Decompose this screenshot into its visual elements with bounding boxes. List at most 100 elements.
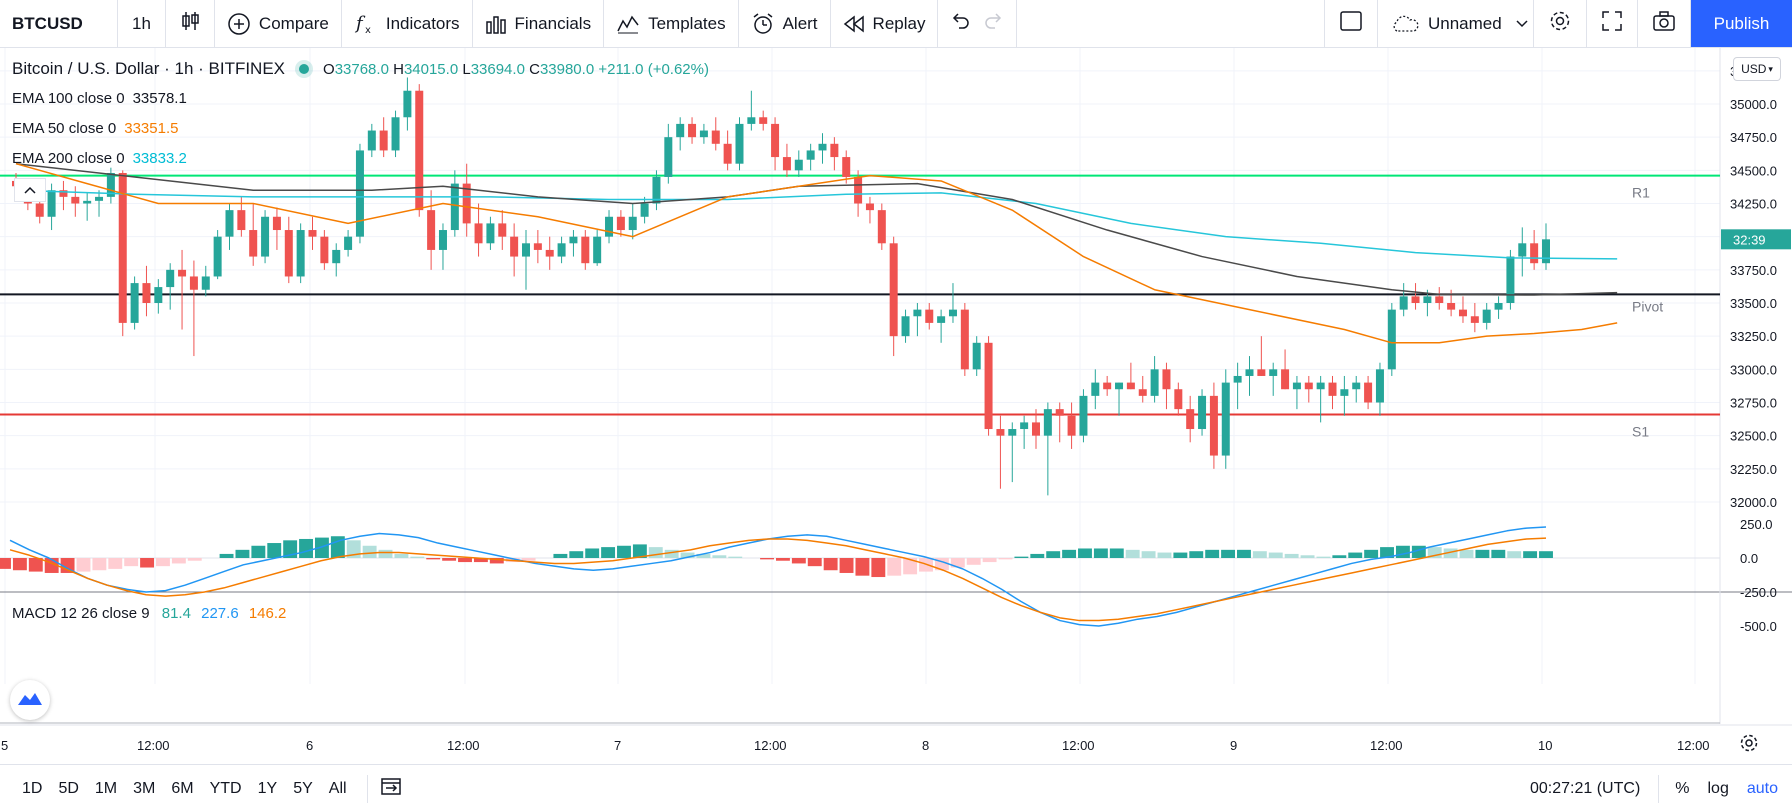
candle-body: [225, 210, 234, 237]
macd-tick-label: 250.0: [1740, 517, 1773, 532]
macd-histogram-bar: [1221, 549, 1236, 558]
financials-button[interactable]: Financials: [473, 0, 605, 47]
candle-body: [154, 287, 163, 303]
ema-50-value: 33351.5: [124, 120, 179, 137]
series-legend: Bitcoin / U.S. Dollar · 1h · BITFINEX O3…: [12, 59, 709, 79]
collapse-legend-button[interactable]: [14, 178, 46, 202]
candle-body: [106, 172, 115, 197]
currency-button[interactable]: USD ▾: [1733, 57, 1781, 81]
chevron-up-icon: [24, 181, 36, 199]
price-chart[interactable]: R1PivotS135250.035000.034750.034500.0342…: [0, 48, 1792, 764]
level-label-r1: R1: [1632, 185, 1650, 201]
candle-body: [1399, 296, 1408, 310]
range-button-all[interactable]: All: [328, 779, 347, 797]
replay-button[interactable]: Replay: [831, 0, 939, 47]
candle-body: [806, 150, 815, 160]
templates-button[interactable]: Templates: [604, 0, 739, 47]
candle-body: [771, 123, 780, 158]
redo-icon[interactable]: [984, 12, 1004, 35]
candle-body: [450, 183, 459, 231]
candle-body: [593, 236, 602, 264]
tradingview-logo-button[interactable]: [10, 680, 50, 720]
candle-body: [794, 159, 803, 171]
date-range-icon[interactable]: [380, 776, 404, 801]
range-button-5y[interactable]: 5Y: [293, 779, 313, 797]
ema-50-legend[interactable]: EMA 50 close 0 33351.5: [12, 120, 178, 137]
candle-body: [308, 230, 317, 237]
candle-body: [1043, 409, 1052, 436]
range-button-1m[interactable]: 1M: [94, 779, 118, 797]
interval-button[interactable]: 1h: [118, 0, 166, 47]
symbol-search[interactable]: BTCUSD: [0, 0, 118, 47]
candle-body: [699, 130, 708, 138]
time-tick-label: 12:00: [754, 738, 787, 753]
macd-histogram-bar: [648, 547, 663, 558]
utc-clock[interactable]: 00:27:21 (UTC): [1530, 779, 1641, 797]
open-label: O: [323, 60, 335, 78]
price-tick-label: 33000.0: [1730, 362, 1777, 377]
candle-body: [676, 123, 685, 138]
chart-style-button[interactable]: [166, 0, 215, 47]
candle-body: [522, 243, 530, 257]
undo-icon[interactable]: [950, 12, 970, 35]
candle-body: [189, 276, 198, 290]
range-button-3m[interactable]: 3M: [133, 779, 156, 797]
macd-histogram-bar: [1237, 549, 1251, 558]
candle-body: [1482, 309, 1491, 323]
macd-legend[interactable]: MACD 12 26 close 9 81.4 227.6 146.2: [12, 605, 286, 622]
candle-body: [759, 117, 768, 124]
macd-histogram-bar: [1300, 555, 1315, 558]
macd-histogram-bar: [553, 553, 568, 558]
time-axis-settings-button[interactable]: [1738, 732, 1760, 759]
macd-histogram-bar: [664, 549, 679, 558]
cloud-icon: [1390, 13, 1420, 35]
candle-body: [960, 309, 969, 370]
layout-select-button[interactable]: [1325, 0, 1378, 47]
candle-body: [569, 236, 578, 244]
candle-body: [925, 309, 934, 323]
ema-100-legend[interactable]: EMA 100 close 0 33578.1: [12, 90, 187, 107]
chart-area[interactable]: R1PivotS135250.035000.034750.034500.0342…: [0, 48, 1792, 764]
compare-button[interactable]: Compare: [215, 0, 342, 47]
macd-histogram-bar: [950, 558, 965, 568]
alert-button[interactable]: Alert: [739, 0, 831, 47]
macd-histogram-bar: [1046, 551, 1061, 558]
macd-histogram-bar: [1523, 551, 1538, 558]
candle-body: [1233, 375, 1242, 383]
candle-body: [1162, 369, 1171, 390]
macd-histogram-bar: [696, 553, 711, 558]
auto-toggle[interactable]: auto: [1746, 779, 1778, 797]
candle-body: [854, 176, 863, 204]
fullscreen-button[interactable]: [1587, 0, 1638, 47]
range-button-1y[interactable]: 1Y: [257, 779, 278, 797]
percent-toggle[interactable]: %: [1675, 779, 1690, 797]
bottom-toolbar: 1D 5D 1M 3M 6M YTD 1Y 5Y All 00:27:21 (UTC) % lo…: [0, 764, 1792, 812]
range-button-ytd[interactable]: YTD: [209, 779, 242, 797]
candle-body: [545, 249, 554, 257]
range-button-5d[interactable]: 5D: [58, 779, 79, 797]
market-status-dot: [299, 64, 310, 74]
macd-histogram-bar: [1205, 549, 1220, 558]
macd-histogram-bar: [394, 553, 409, 558]
macd-histogram-bar: [1539, 551, 1553, 558]
candle-body: [1198, 395, 1207, 430]
candle-body: [1008, 429, 1017, 436]
log-toggle[interactable]: log: [1707, 779, 1729, 797]
snapshot-button[interactable]: [1638, 0, 1691, 47]
candle-body: [1269, 369, 1278, 376]
ema-200-legend[interactable]: EMA 200 close 0 33833.2: [12, 150, 187, 167]
range-button-6m[interactable]: 6M: [171, 779, 194, 797]
macd-histogram-bar: [1332, 555, 1347, 558]
price-tick-label: 34250.0: [1730, 197, 1777, 212]
candle-body: [1186, 409, 1195, 430]
range-button-1d[interactable]: 1D: [22, 779, 43, 797]
candle-body: [711, 130, 720, 144]
candle-body: [1352, 382, 1361, 390]
publish-button[interactable]: Publish: [1691, 0, 1792, 47]
candle-body: [1387, 309, 1396, 370]
settings-button[interactable]: [1534, 0, 1587, 47]
layout-name-button[interactable]: Unnamed: [1378, 0, 1534, 47]
candle-body: [1470, 316, 1479, 323]
macd-histogram-bar: [378, 549, 393, 558]
